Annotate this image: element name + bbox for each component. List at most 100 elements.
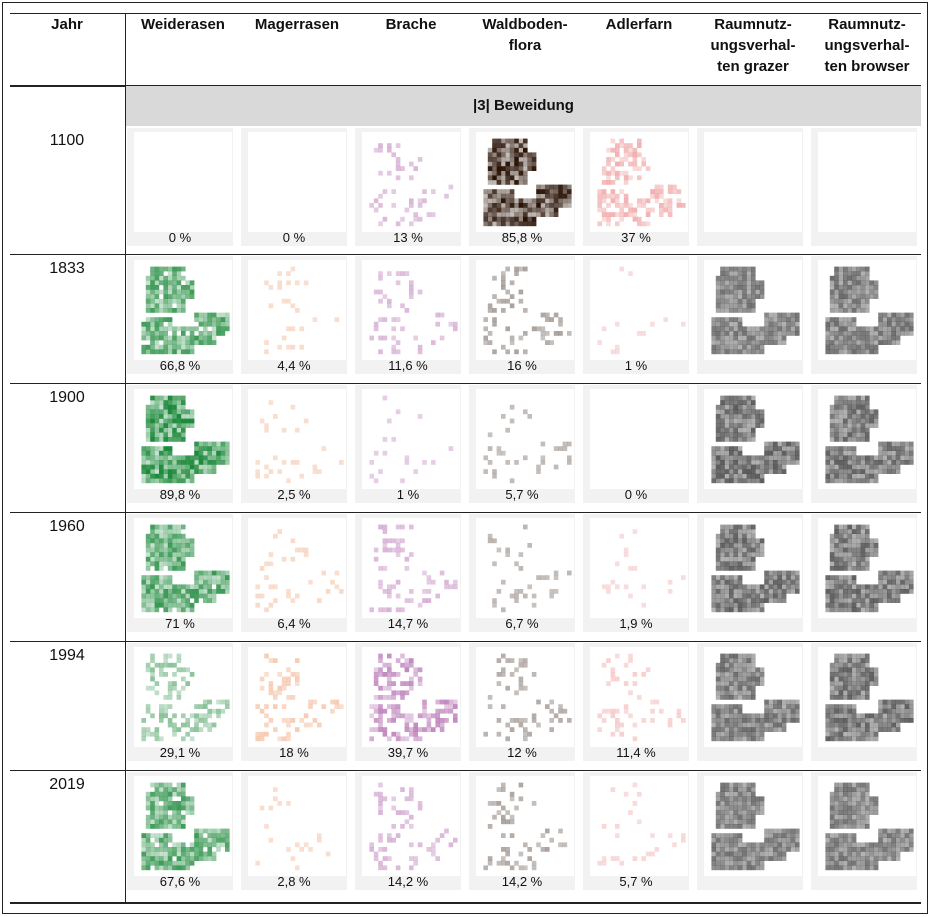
map-pixel	[781, 460, 787, 465]
map-pixel	[729, 478, 734, 484]
map-pixel	[619, 138, 624, 144]
map-pixel	[150, 584, 155, 590]
map-pixel	[501, 819, 506, 825]
map-pixel	[492, 538, 497, 544]
map-pixel	[838, 552, 844, 557]
map-pixel	[737, 335, 743, 341]
map-pixel	[194, 727, 199, 732]
map-pixel	[742, 460, 747, 465]
map-pixel	[496, 138, 502, 144]
map-pixel	[558, 828, 563, 834]
map-pixel	[378, 271, 383, 276]
distribution-map	[255, 787, 331, 871]
map-pixel	[518, 157, 524, 162]
map-pixel	[531, 865, 537, 871]
map-pixel	[786, 584, 791, 590]
map-pixel	[768, 575, 774, 580]
map-pixel	[851, 667, 857, 673]
map-pixel	[176, 865, 182, 871]
map-pixel	[764, 856, 769, 861]
map-pixel	[764, 326, 769, 332]
map-pixel	[567, 460, 572, 465]
map-pixel	[308, 699, 313, 705]
map-pixel	[733, 736, 738, 742]
map-cell-brache: 14,7 %	[355, 514, 461, 632]
map-pixel	[154, 598, 160, 603]
map-pixel	[496, 216, 502, 222]
map-pixel	[286, 344, 291, 350]
map-pixel	[159, 842, 164, 848]
map-pixel	[834, 478, 839, 484]
map-pixel	[439, 699, 445, 705]
map-pixel	[764, 312, 769, 318]
map-pixel	[751, 791, 756, 797]
map-pixel	[847, 395, 852, 401]
map-cell-grazer	[697, 514, 803, 632]
map-pixel	[751, 718, 756, 723]
column-header-magerrasen: Magerrasen	[254, 16, 340, 33]
map-pixel	[453, 321, 458, 327]
map-pixel	[163, 602, 168, 608]
map-pixel	[860, 543, 866, 548]
map-pixel	[400, 736, 405, 742]
map-pixel	[220, 833, 226, 838]
map-pixel	[724, 271, 730, 276]
map-pixel	[865, 713, 870, 719]
map-pixel	[610, 672, 616, 677]
map-pixel	[711, 460, 716, 465]
map-pixel	[755, 851, 760, 857]
map-pixel	[167, 704, 173, 709]
map-pixel	[505, 189, 510, 194]
map-pixel	[198, 718, 204, 723]
map-pixel	[742, 335, 747, 341]
map-pixel	[737, 450, 743, 456]
map-pixel	[909, 718, 914, 723]
map-pixel	[159, 704, 164, 709]
map-pixel	[882, 722, 888, 728]
map-pixel	[185, 810, 190, 815]
map-pixel	[790, 847, 796, 852]
map-pixel	[610, 138, 616, 144]
map-pixel	[637, 198, 642, 204]
map-pixel	[904, 837, 910, 843]
map-pixel	[159, 469, 164, 474]
map-pixel	[860, 331, 866, 336]
map-pixel	[755, 418, 760, 424]
map-pixel	[838, 427, 844, 433]
map-pixel	[659, 708, 664, 714]
map-pixel	[623, 552, 629, 557]
map-pixel	[900, 718, 905, 723]
map-pixel	[733, 847, 738, 852]
map-pixel	[501, 285, 506, 290]
map-cell-brache: 14,2 %	[355, 772, 461, 890]
map-pixel	[163, 672, 168, 677]
map-pixel	[869, 851, 874, 857]
map-pixel	[891, 335, 896, 341]
map-pixel	[448, 184, 454, 190]
map-pixel	[720, 418, 725, 424]
map-pixel	[751, 298, 756, 304]
map-pixel	[733, 326, 738, 332]
map-pixel	[724, 704, 730, 709]
map-pixel	[145, 607, 151, 613]
map-pixel	[869, 340, 874, 345]
map-pixel	[615, 193, 620, 199]
map-pixel	[746, 423, 752, 428]
map-pixel	[865, 727, 870, 732]
map-pixel	[567, 441, 572, 447]
map-pixel	[829, 561, 835, 567]
map-pixel	[303, 713, 309, 719]
map-pixel	[729, 602, 734, 608]
distribution-map	[711, 653, 800, 742]
map-pixel	[501, 814, 506, 820]
map-pixel	[729, 289, 734, 295]
map-pixel	[409, 598, 414, 603]
map-pixel	[860, 695, 866, 700]
map-pixel	[277, 672, 282, 677]
map-pixel	[172, 308, 177, 313]
map-pixel	[720, 455, 725, 461]
map-pixel	[141, 326, 146, 332]
map-pixel	[851, 469, 857, 474]
map-pixel	[514, 212, 519, 217]
map-pixel	[737, 478, 743, 484]
